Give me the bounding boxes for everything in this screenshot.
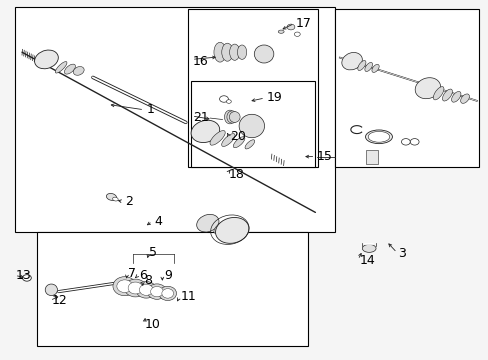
Circle shape [409,139,418,145]
Text: 17: 17 [295,17,311,30]
Bar [190,81,315,167]
Ellipse shape [196,215,219,232]
Text: 11: 11 [181,291,196,303]
Ellipse shape [254,45,273,63]
Text: 16: 16 [193,55,208,68]
Circle shape [226,100,231,103]
Text: 18: 18 [228,168,244,181]
Text: 21: 21 [193,111,208,123]
Ellipse shape [35,50,58,69]
Ellipse shape [106,193,116,201]
Ellipse shape [414,78,440,99]
Text: 2: 2 [124,195,132,208]
Ellipse shape [367,131,389,142]
Text: 15: 15 [316,150,332,163]
Ellipse shape [362,244,375,252]
Ellipse shape [221,134,235,147]
Ellipse shape [64,64,75,74]
Text: 3: 3 [398,247,406,260]
Ellipse shape [159,286,176,301]
Ellipse shape [226,111,237,123]
Text: 20: 20 [229,130,245,143]
Ellipse shape [357,60,365,71]
Ellipse shape [117,280,132,293]
Bar [365,150,377,164]
Text: 10: 10 [144,318,160,330]
Ellipse shape [139,284,153,295]
Bar [37,232,307,346]
Text: 7: 7 [128,267,136,280]
Ellipse shape [341,53,362,70]
Ellipse shape [232,226,242,235]
Circle shape [286,24,294,30]
Circle shape [22,275,31,281]
Ellipse shape [442,89,451,101]
Ellipse shape [124,279,146,297]
Bar [334,9,478,167]
Ellipse shape [460,94,468,103]
Ellipse shape [239,114,264,138]
Ellipse shape [45,284,58,296]
Ellipse shape [237,45,246,59]
Text: 12: 12 [51,294,67,307]
Text: 1: 1 [146,103,154,116]
Ellipse shape [432,87,443,100]
Ellipse shape [244,140,254,149]
Ellipse shape [229,44,239,60]
Ellipse shape [113,277,136,296]
Circle shape [294,32,300,36]
Ellipse shape [371,64,378,72]
Text: 19: 19 [266,91,282,104]
Ellipse shape [224,110,235,124]
Circle shape [219,96,228,102]
Ellipse shape [278,30,284,33]
Text: 4: 4 [154,215,162,228]
Bar [188,9,317,167]
Ellipse shape [147,284,166,299]
Ellipse shape [450,91,460,102]
Ellipse shape [73,67,84,75]
Ellipse shape [229,112,240,122]
Ellipse shape [214,42,226,62]
Ellipse shape [215,217,248,243]
Text: 5: 5 [149,246,157,258]
Bar [15,7,334,232]
Text: 9: 9 [163,269,171,282]
Ellipse shape [128,282,142,294]
Ellipse shape [213,222,226,233]
Ellipse shape [191,120,219,143]
Text: 13: 13 [16,269,31,282]
Ellipse shape [55,62,67,73]
Ellipse shape [365,130,391,144]
Ellipse shape [150,287,163,297]
Ellipse shape [364,63,372,71]
Ellipse shape [209,131,225,145]
Text: 6: 6 [139,269,147,282]
Ellipse shape [233,137,244,148]
FancyArrowPatch shape [370,153,372,158]
Ellipse shape [222,43,233,61]
Ellipse shape [136,282,156,298]
Text: 8: 8 [144,274,152,287]
Circle shape [401,139,409,145]
Text: 14: 14 [359,255,374,267]
Ellipse shape [223,224,234,234]
Ellipse shape [112,197,118,201]
Ellipse shape [162,289,173,298]
